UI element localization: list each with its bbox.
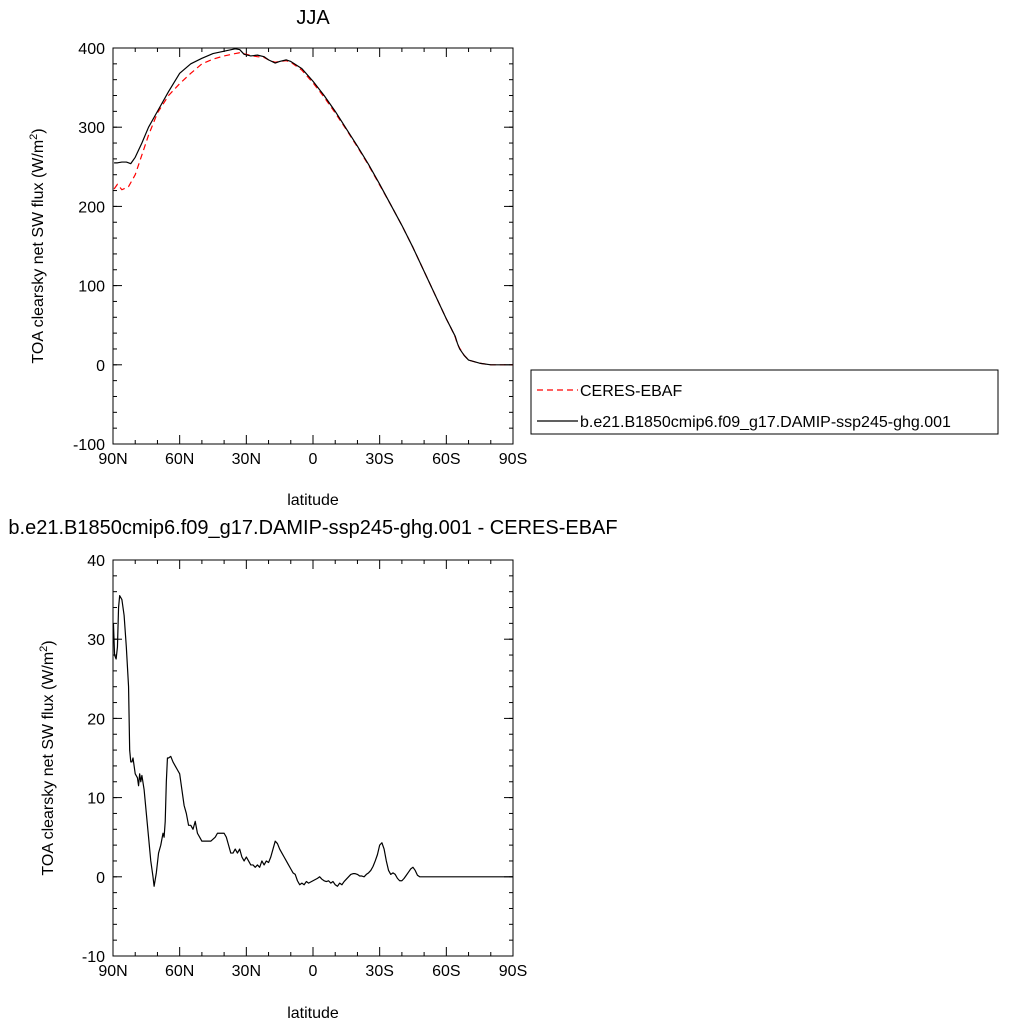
top-y-tick-label: 0: [96, 358, 105, 375]
bottom-x-tick-label: 90N: [98, 963, 127, 980]
bottom-chart-ticks: [112, 559, 514, 957]
top-x-tick-label: 30S: [365, 451, 393, 468]
top-y-tick-label: 400: [78, 41, 105, 58]
legend-label-model: b.e21.B1850cmip6.f09_g17.DAMIP-ssp245-gh…: [580, 414, 951, 431]
bottom-y-tick-label: 40: [87, 553, 105, 570]
top-chart-y-tick-labels: -100 0 100 200 300 400: [73, 41, 105, 454]
top-x-tick-label: 90S: [499, 451, 527, 468]
top-x-tick-label: 60N: [165, 451, 194, 468]
bottom-chart-plot-frame: [112, 559, 514, 957]
bottom-y-tick-label: 30: [87, 632, 105, 649]
bottom-y-tick-label: 10: [87, 791, 105, 808]
bottom-x-tick-label: 60N: [165, 963, 194, 980]
top-chart-x-tick-labels: 90N 60N 30N 0 30S 60S 90S: [98, 451, 527, 468]
top-chart-series: [113, 48, 513, 366]
bottom-series-line-0: [112, 595, 513, 887]
bottom-chart-x-axis-label: latitude: [287, 1005, 339, 1022]
bottom-chart-y-tick-labels: -10 0 10 20 30 40: [82, 553, 105, 966]
bottom-x-tick-label: 90S: [499, 963, 527, 980]
legend-box: [530, 369, 999, 435]
bottom-chart-x-tick-labels: 90N 60N 30N 0 30S 60S 90S: [98, 963, 527, 980]
bottom-x-tick-label: 60S: [432, 963, 460, 980]
top-y-tick-label: 300: [78, 120, 105, 137]
top-chart-plot-frame: [112, 47, 514, 445]
top-x-tick-label: 90N: [98, 451, 127, 468]
bottom-x-tick-label: 0: [309, 963, 318, 980]
bottom-chart-series: [112, 595, 513, 887]
bottom-chart-panel: b.e21.B1850cmip6.f09_g17.DAMIP-ssp245-gh…: [8, 517, 617, 1022]
top-series-line-1: [114, 48, 513, 366]
top-x-tick-label: 30N: [232, 451, 261, 468]
bottom-chart-title: b.e21.B1850cmip6.f09_g17.DAMIP-ssp245-gh…: [8, 517, 617, 539]
legend-label-ceres: CERES-EBAF: [580, 383, 682, 400]
top-x-tick-label: 60S: [432, 451, 460, 468]
top-chart-title: JJA: [296, 7, 330, 29]
bottom-y-tick-label: 0: [96, 870, 105, 887]
bottom-x-tick-label: 30N: [232, 963, 261, 980]
top-chart-x-axis-label: latitude: [287, 492, 339, 509]
top-chart-ticks: [112, 47, 514, 445]
bottom-x-tick-label: 30S: [365, 963, 393, 980]
bottom-chart-y-axis-label: TOA clearsky net SW flux (W/m2): [38, 640, 57, 875]
top-y-tick-label: -100: [73, 437, 105, 454]
top-y-tick-label: 200: [78, 199, 105, 216]
bottom-y-tick-label: -10: [82, 949, 105, 966]
bottom-y-tick-label: 20: [87, 711, 105, 728]
top-chart-legend: CERES-EBAF b.e21.B1850cmip6.f09_g17.DAMI…: [530, 369, 999, 435]
top-y-tick-label: 100: [78, 279, 105, 296]
top-series-line-0: [113, 52, 513, 366]
top-chart-y-axis-label: TOA clearsky net SW flux (W/m2): [28, 128, 47, 363]
top-chart-panel: JJA 90N 60N 30N 0 30S 60S 90S -100 0 100 200 300 40…: [28, 7, 999, 509]
top-x-tick-label: 0: [309, 451, 318, 468]
